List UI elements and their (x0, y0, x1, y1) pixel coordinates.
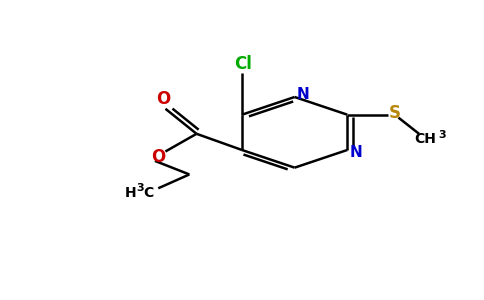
Text: CH: CH (414, 132, 436, 146)
Text: 3: 3 (438, 130, 446, 140)
Text: O: O (156, 90, 170, 108)
Text: S: S (389, 104, 401, 122)
Text: 3: 3 (136, 183, 144, 193)
Text: N: N (297, 87, 310, 102)
Text: H: H (125, 186, 136, 200)
Text: N: N (349, 146, 362, 160)
Text: Cl: Cl (234, 55, 252, 73)
Text: O: O (151, 148, 166, 166)
Text: C: C (144, 186, 154, 200)
